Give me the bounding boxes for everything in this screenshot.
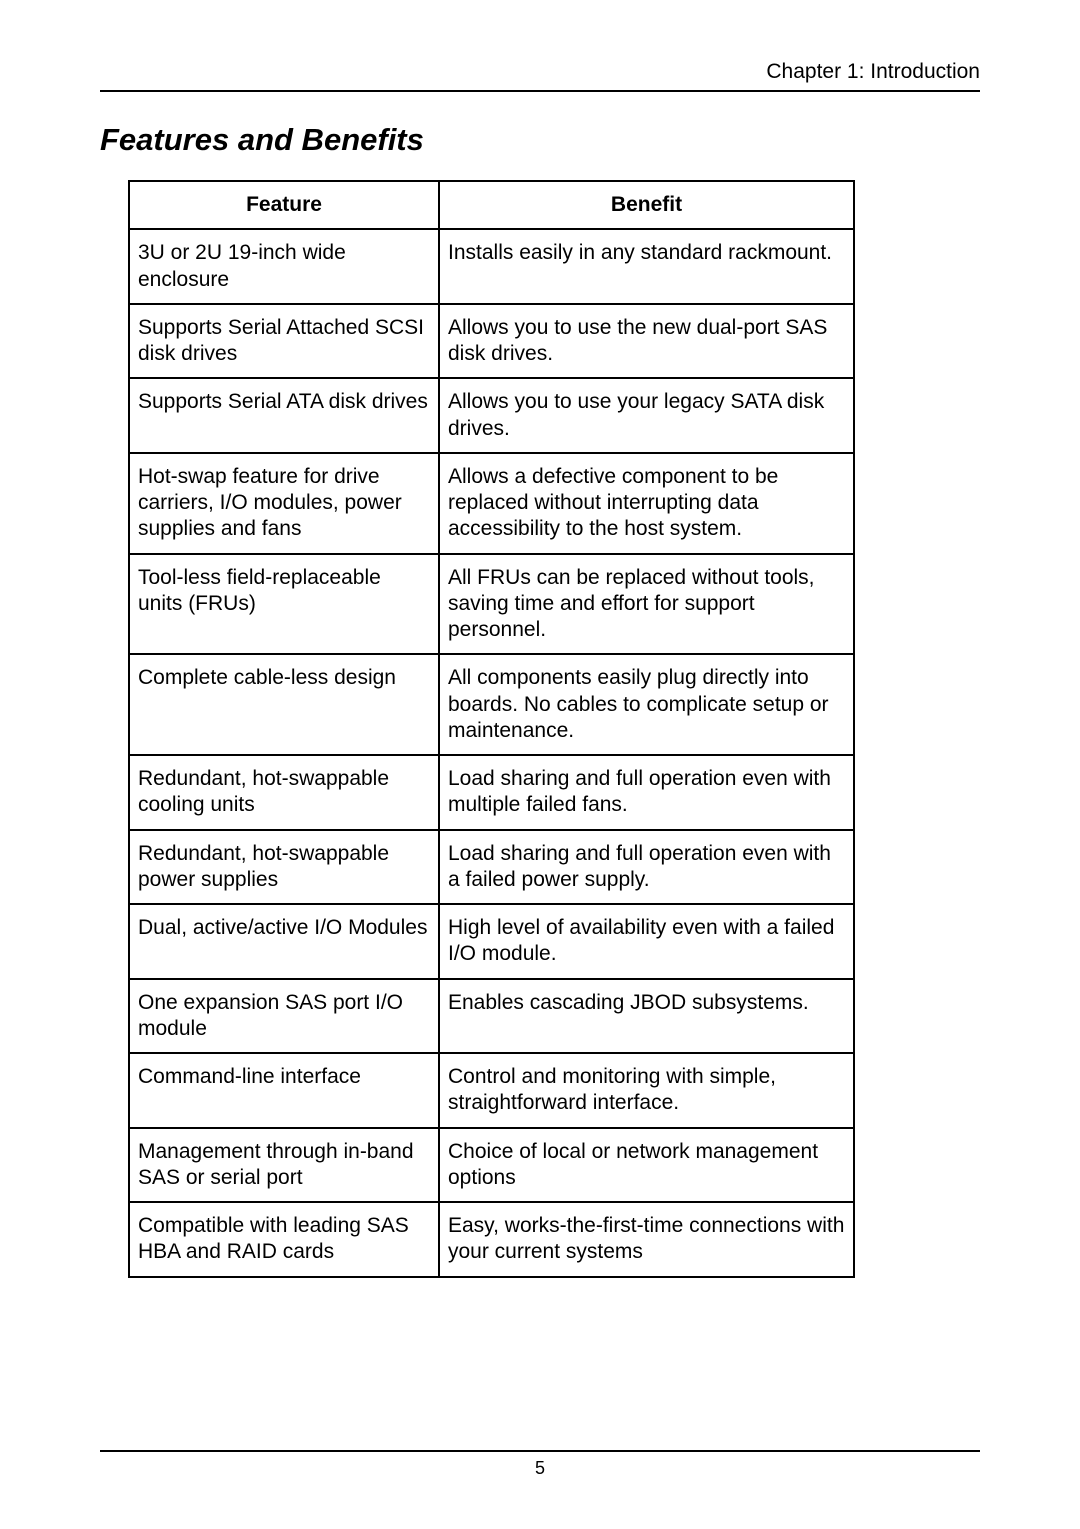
table-row: One expansion SAS port I/O module Enable… bbox=[129, 979, 854, 1054]
benefit-cell: High level of availability even with a f… bbox=[439, 904, 854, 979]
feature-cell: 3U or 2U 19-inch wide enclosure bbox=[129, 229, 439, 304]
table-row: Compatible with leading SAS HBA and RAID… bbox=[129, 1202, 854, 1277]
page-number: 5 bbox=[100, 1458, 980, 1479]
col-header-benefit: Benefit bbox=[439, 181, 854, 229]
feature-cell: Redundant, hot-swappable cooling units bbox=[129, 755, 439, 830]
benefit-cell: Choice of local or network management op… bbox=[439, 1128, 854, 1203]
table-row: 3U or 2U 19-inch wide enclosure Installs… bbox=[129, 229, 854, 304]
feature-cell: One expansion SAS port I/O module bbox=[129, 979, 439, 1054]
feature-cell: Management through in-band SAS or serial… bbox=[129, 1128, 439, 1203]
feature-cell: Hot-swap feature for drive carriers, I/O… bbox=[129, 453, 439, 554]
benefit-cell: Easy, works-the-first-time connections w… bbox=[439, 1202, 854, 1277]
page: Chapter 1: Introduction Features and Ben… bbox=[0, 0, 1080, 1529]
benefit-cell: Control and monitoring with simple, stra… bbox=[439, 1053, 854, 1128]
feature-cell: Compatible with leading SAS HBA and RAID… bbox=[129, 1202, 439, 1277]
table-row: Redundant, hot-swappable cooling units L… bbox=[129, 755, 854, 830]
features-table: Feature Benefit 3U or 2U 19-inch wide en… bbox=[128, 180, 855, 1278]
benefit-cell: Allows you to use the new dual-port SAS … bbox=[439, 304, 854, 379]
benefit-cell: Load sharing and full operation even wit… bbox=[439, 755, 854, 830]
table-header-row: Feature Benefit bbox=[129, 181, 854, 229]
col-header-feature: Feature bbox=[129, 181, 439, 229]
feature-cell: Complete cable-less design bbox=[129, 654, 439, 755]
table-row: Dual, active/active I/O Modules High lev… bbox=[129, 904, 854, 979]
benefit-cell: Allows a defective component to be repla… bbox=[439, 453, 854, 554]
table-row: Supports Serial ATA disk drives Allows y… bbox=[129, 378, 854, 453]
feature-cell: Redundant, hot-swappable power supplies bbox=[129, 830, 439, 905]
table-row: Complete cable-less design All component… bbox=[129, 654, 854, 755]
table-row: Supports Serial Attached SCSI disk drive… bbox=[129, 304, 854, 379]
table-row: Redundant, hot-swappable power supplies … bbox=[129, 830, 854, 905]
feature-cell: Supports Serial Attached SCSI disk drive… bbox=[129, 304, 439, 379]
chapter-label: Chapter 1: Introduction bbox=[100, 60, 980, 84]
feature-cell: Tool-less field-replaceable units (FRUs) bbox=[129, 554, 439, 655]
benefit-cell: Allows you to use your legacy SATA disk … bbox=[439, 378, 854, 453]
section-title: Features and Benefits bbox=[100, 122, 980, 158]
benefit-cell: All FRUs can be replaced without tools, … bbox=[439, 554, 854, 655]
benefit-cell: All components easily plug directly into… bbox=[439, 654, 854, 755]
table-row: Command-line interface Control and monit… bbox=[129, 1053, 854, 1128]
page-footer: 5 bbox=[100, 1450, 980, 1479]
feature-cell: Supports Serial ATA disk drives bbox=[129, 378, 439, 453]
benefit-cell: Installs easily in any standard rackmoun… bbox=[439, 229, 854, 304]
header-rule bbox=[100, 90, 980, 92]
feature-cell: Command-line interface bbox=[129, 1053, 439, 1128]
table-row: Management through in-band SAS or serial… bbox=[129, 1128, 854, 1203]
footer-rule bbox=[100, 1450, 980, 1452]
benefit-cell: Load sharing and full operation even wit… bbox=[439, 830, 854, 905]
table-row: Tool-less field-replaceable units (FRUs)… bbox=[129, 554, 854, 655]
benefit-cell: Enables cascading JBOD subsystems. bbox=[439, 979, 854, 1054]
table-row: Hot-swap feature for drive carriers, I/O… bbox=[129, 453, 854, 554]
feature-cell: Dual, active/active I/O Modules bbox=[129, 904, 439, 979]
